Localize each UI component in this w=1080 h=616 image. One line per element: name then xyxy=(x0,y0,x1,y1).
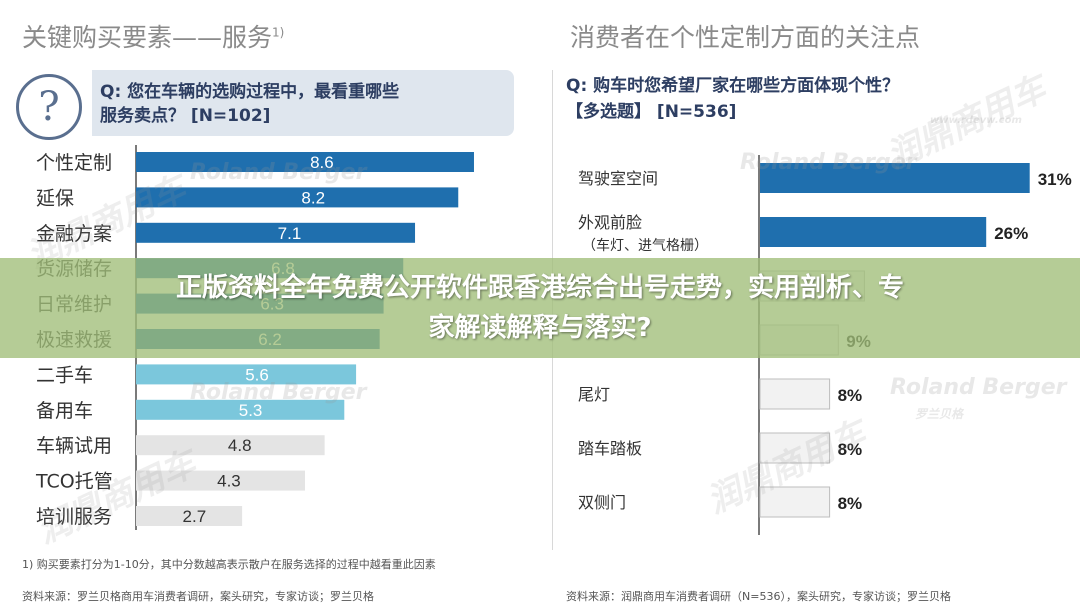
banner-line-1: 正版资料全年免费公开软件跟香港综合出号走势，实用剖析、专 xyxy=(175,273,904,303)
category-label: （车灯、进气格栅） xyxy=(582,237,708,254)
category-label: 尾灯 xyxy=(578,385,610,404)
value-label: 4.8 xyxy=(228,436,252,455)
bar xyxy=(759,432,831,464)
value-label: 8% xyxy=(838,440,863,459)
value-label: 5.6 xyxy=(245,365,269,384)
category-label: 个性定制 xyxy=(36,152,112,174)
bar xyxy=(136,364,357,385)
value-label: 5.3 xyxy=(239,401,263,420)
bar xyxy=(760,163,1030,193)
bar xyxy=(136,187,459,208)
category-label: 踏车踏板 xyxy=(578,439,642,458)
bar xyxy=(136,435,325,456)
question-mark-icon: ? xyxy=(16,74,82,140)
category-label: 车辆试用 xyxy=(36,435,112,457)
value-label: 8.6 xyxy=(310,153,334,172)
category-label: 延保 xyxy=(36,187,74,209)
right-chart-title: 消费者在个性定制方面的关注点 xyxy=(570,23,921,52)
right-question-line-2: 【多选题】 [N=536] xyxy=(566,102,737,122)
left-source: 资料来源：罗兰贝格商用车消费者调研，案头研究，专家访谈；罗兰贝格 xyxy=(22,590,374,603)
bar xyxy=(759,486,831,518)
bar xyxy=(136,506,243,526)
overlay-banner: 正版资料全年免费公开软件跟香港综合出号走势，实用剖析、专 家解读解释与落实? xyxy=(0,258,1080,358)
question-line-2: 服务卖点？ [N=102] xyxy=(100,106,271,126)
value-label: 7.1 xyxy=(278,224,302,243)
left-chart-title: 关键购买要素——服务1) xyxy=(22,23,285,52)
category-label: 外观前脸 xyxy=(578,213,642,232)
value-label: 4.3 xyxy=(217,472,241,491)
bar xyxy=(136,470,305,491)
category-label: 双侧门 xyxy=(578,493,626,512)
bar xyxy=(136,399,345,420)
category-label: TCO托管 xyxy=(35,471,113,493)
value-label: 8% xyxy=(838,494,863,513)
category-label: 驾驶室空间 xyxy=(578,169,658,188)
bar xyxy=(760,217,987,247)
value-label: 31% xyxy=(1038,170,1072,189)
value-label: 8% xyxy=(838,386,863,405)
bar xyxy=(136,222,416,243)
question-line-1: Q: 您在车辆的选购过程中，最看重哪些 xyxy=(100,82,400,102)
title-footnote-marker: 1) xyxy=(272,25,285,40)
question-box xyxy=(92,70,514,136)
right-source: 资料来源：润鼎商用车消费者调研（N=536），案头研究，专家访谈；罗兰贝格 xyxy=(566,590,951,603)
bar xyxy=(759,378,831,410)
category-label: 备用车 xyxy=(36,400,93,422)
value-label: 2.7 xyxy=(183,507,207,526)
category-label: 二手车 xyxy=(36,364,93,386)
category-label: 培训服务 xyxy=(36,506,112,528)
value-label: 26% xyxy=(994,224,1028,243)
banner-line-2: 家解读解释与落实? xyxy=(428,313,652,343)
right-question-line-1: Q: 购车时您希望厂家在哪些方面体现个性？ xyxy=(566,76,900,96)
left-footnote: 1) 购买要素打分为1-10分，其中分数越高表示散户在服务选择的过程中越看重此因… xyxy=(22,558,436,571)
category-label: 金融方案 xyxy=(36,223,112,245)
bar xyxy=(136,152,474,172)
value-label: 8.2 xyxy=(301,188,325,207)
